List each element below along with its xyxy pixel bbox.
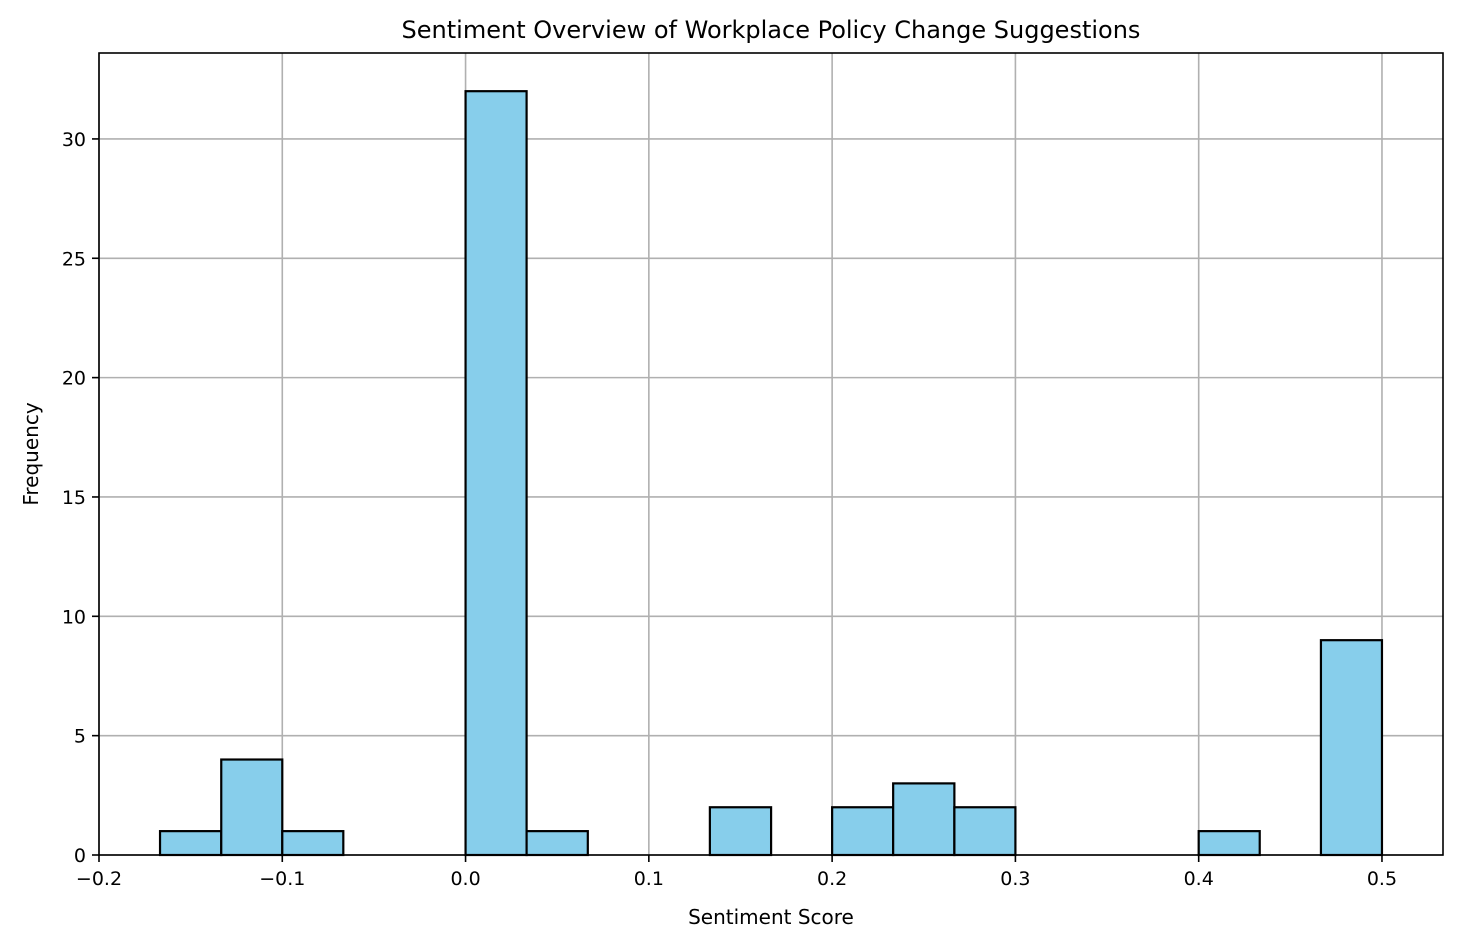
histogram-bar <box>1319 639 1384 857</box>
histogram-bar <box>525 830 589 857</box>
y-tick-label: 15 <box>62 487 86 509</box>
x-tick-label: 0.4 <box>1184 868 1214 890</box>
histogram-bar <box>1197 830 1261 857</box>
histogram-bar <box>892 782 956 857</box>
x-tick-label: 0.5 <box>1367 868 1397 890</box>
histogram-bar <box>831 806 895 857</box>
x-tick-label: 0.0 <box>450 868 480 890</box>
x-tick-label: 0.1 <box>634 868 664 890</box>
x-tick-label: 0.2 <box>817 868 847 890</box>
histogram-bar <box>464 90 528 857</box>
plot-frame <box>98 52 1444 856</box>
x-tick-label: −0.2 <box>76 868 122 890</box>
chart-title: Sentiment Overview of Workplace Policy C… <box>402 16 1141 44</box>
y-tick-label: 30 <box>62 129 86 151</box>
x-axis-label: Sentiment Score <box>688 905 854 929</box>
histogram-bar <box>158 830 223 857</box>
histogram-bar <box>220 758 284 857</box>
y-tick-label: 0 <box>74 845 86 867</box>
y-tick-label: 20 <box>62 368 86 390</box>
y-tick-label: 10 <box>62 606 86 628</box>
histogram-bar <box>953 806 1017 857</box>
x-tick-label: 0.3 <box>1000 868 1030 890</box>
y-axis-label: Frequency <box>19 402 43 505</box>
y-tick-label: 5 <box>74 726 86 748</box>
bars <box>158 90 1384 857</box>
grid <box>98 53 1443 856</box>
x-tick-label: −0.1 <box>259 868 305 890</box>
y-axis-ticks: 0 5 10 15 20 25 30 <box>62 129 99 867</box>
histogram-bar <box>281 830 345 857</box>
y-tick-label: 25 <box>62 248 86 270</box>
histogram-bar <box>708 806 773 857</box>
x-axis-ticks: −0.2 −0.1 0.0 0.1 0.2 0.3 0.4 0.5 <box>76 855 1397 890</box>
